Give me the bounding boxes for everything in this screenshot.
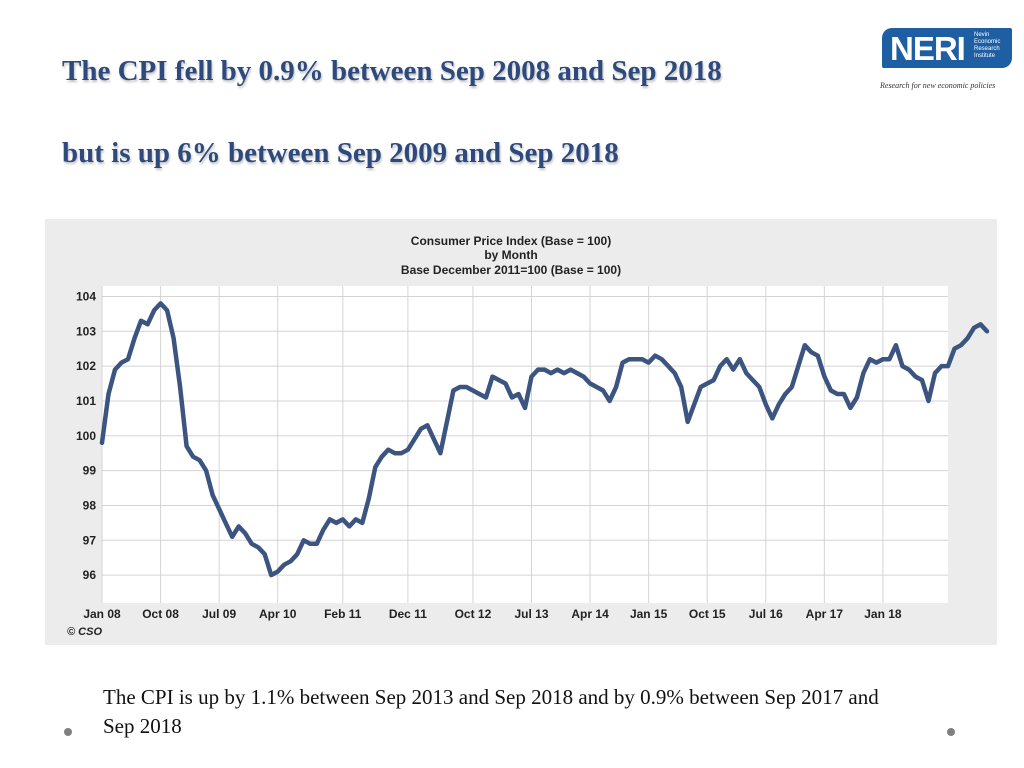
slide-title-line1: The CPI fell by 0.9% between Sep 2008 an… [62,55,722,87]
y-tick-label: 97 [83,533,97,547]
y-tick-label: 102 [76,359,96,373]
slide-title-line2: but is up 6% between Sep 2009 and Sep 20… [62,137,619,169]
chart-title-line: Base December 2011=100 (Base = 100) [401,263,621,277]
x-tick-label: Oct 15 [689,607,726,621]
cpi-chart-svg: Consumer Price Index (Base = 100) by Mon… [67,234,990,638]
x-tick-label: Feb 11 [324,607,362,621]
chart-title-line: Consumer Price Index (Base = 100) [411,234,611,248]
x-tick-label: Jan 08 [83,607,121,621]
chart-source: © CSO [67,626,102,638]
x-tick-label: Jul 16 [749,607,783,621]
y-tick-labels: 96 97 98 99 100 101 102 103 104 [76,289,96,582]
x-tick-label: Oct 12 [455,607,492,621]
logo-sub-line: Economic [974,39,1001,45]
logo-sub-line: Research [974,46,1000,52]
x-tick-label: Jan 18 [864,607,902,621]
x-tick-label: Oct 08 [142,607,179,621]
x-tick-labels: Jan 08 Oct 08 Jul 09 Apr 10 Feb 11 Dec 11 Oct … [83,607,902,621]
x-tick-label: Dec 11 [389,607,427,621]
y-tick-label: 98 [83,498,97,512]
footnote-text: The CPI is up by 1.1% between Sep 2013 a… [103,685,879,738]
y-tick-label: 100 [76,429,96,443]
cpi-chart: Consumer Price Index (Base = 100) by Mon… [45,219,997,645]
x-tick-label: Apr 14 [571,607,609,621]
logo-sub: Nevin Economic Research Institute [974,32,1014,60]
neri-logo: NERI Nevin Economic Research Institute R… [880,26,1016,98]
y-tick-label: 99 [83,464,97,478]
y-tick-label: 96 [83,568,97,582]
plot-area [102,286,948,603]
y-tick-label: 101 [76,394,96,408]
chart-title-line: by Month [484,248,537,262]
logo-box: NERI Nevin Economic Research Institute [882,28,1012,68]
y-tick-label: 104 [76,289,96,303]
logo-sub-line: Nevin [974,32,990,38]
bullet-dot [64,728,72,736]
x-tick-label: Apr 17 [806,607,844,621]
logo-sub-line: Institute [974,53,996,59]
x-tick-label: Jan 15 [630,607,668,621]
bullet-dot [947,728,955,736]
logo-word: NERI [890,30,966,67]
series-line-cpi [99,301,990,578]
x-tick-label: Jul 13 [514,607,548,621]
x-tick-label: Apr 10 [259,607,297,621]
logo-tagline: Research for new economic policies [880,81,996,90]
y-tick-label: 103 [76,324,96,338]
x-tick-label: Jul 09 [202,607,236,621]
